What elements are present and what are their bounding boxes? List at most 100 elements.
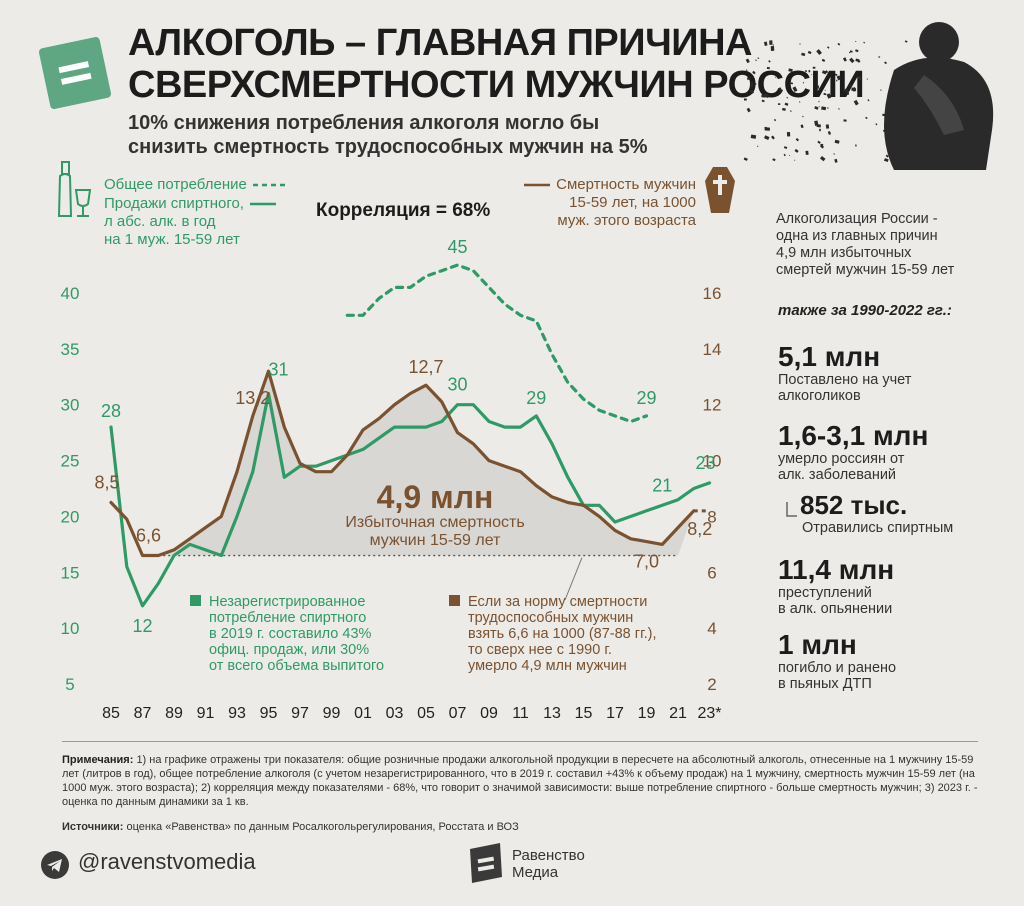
particle xyxy=(816,85,820,89)
particle xyxy=(811,74,813,76)
bottle-icon xyxy=(56,160,96,223)
particle xyxy=(836,75,841,81)
data-label: 45 xyxy=(447,237,467,257)
particle xyxy=(866,78,868,80)
particle xyxy=(834,139,840,144)
particle xyxy=(826,93,832,99)
right-axis-tick-label: 6 xyxy=(707,563,716,582)
particle xyxy=(832,90,835,93)
stat-value: 5,1 млн xyxy=(778,341,881,372)
particle xyxy=(908,147,911,149)
particle xyxy=(835,79,838,82)
title-line-1: АЛКОГОЛЬ – ГЛАВНАЯ ПРИЧИНА xyxy=(128,22,752,64)
brown-swatch-icon xyxy=(523,183,550,187)
particle xyxy=(848,51,851,54)
data-label: 29 xyxy=(526,388,546,408)
x-axis-tick-label: 03 xyxy=(386,705,404,722)
norm-line-3: взять 6,6 на 1000 (87-88 гг.), xyxy=(468,626,657,642)
particle xyxy=(883,158,889,163)
particle xyxy=(804,70,808,72)
stat-value: 1,6-3,1 млн xyxy=(778,420,929,451)
particle xyxy=(751,82,753,85)
particle xyxy=(855,58,860,62)
stat-desc-2: в алк. опьянении xyxy=(778,601,893,617)
particle xyxy=(786,96,789,99)
particle xyxy=(818,100,820,103)
right-axis-tick-label: 14 xyxy=(703,340,722,359)
particle xyxy=(783,146,788,150)
particle xyxy=(762,79,765,82)
stat-desc-1: преступлений xyxy=(778,585,872,601)
data-label: 21 xyxy=(652,475,672,495)
particle xyxy=(778,87,783,92)
particle xyxy=(805,150,809,156)
particle xyxy=(745,58,750,64)
stat-desc-1: погибло и ранено xyxy=(778,660,897,676)
particle xyxy=(788,154,791,156)
left-axis-tick-label: 5 xyxy=(65,675,74,694)
data-label: 6,6 xyxy=(136,526,161,546)
intro-line-1: Алкоголизация России - xyxy=(776,211,938,227)
stat-registered-alcoholics: 5,1 млн Поставлено на учет алкоголиков xyxy=(778,341,911,405)
particle xyxy=(823,92,827,96)
brand-line-2: Медиа xyxy=(512,864,559,881)
sources-text: оценка «Равенства» по данным Росалкоголь… xyxy=(126,821,519,833)
brand-logo-icon xyxy=(38,36,112,110)
page-title: АЛКОГОЛЬ – ГЛАВНАЯ ПРИЧИНА СВЕРХСМЕРТНОС… xyxy=(128,22,865,106)
stat-road-accidents: 1 млн погибло и ранено в пьяных ДТП xyxy=(778,629,897,693)
sub-item-corner-icon xyxy=(786,502,797,517)
particle xyxy=(774,118,777,122)
dashed-swatch-icon xyxy=(253,183,289,187)
particle xyxy=(775,76,777,78)
legend-sales-line-3: на 1 муж. 15-59 лет xyxy=(104,231,240,248)
stat-value: 1 млн xyxy=(778,629,857,660)
particle xyxy=(821,58,826,63)
telegram-handle-link[interactable]: @ravenstvomedia xyxy=(78,849,256,874)
particle xyxy=(788,68,793,72)
particle xyxy=(808,70,811,73)
left-axis-tick-label: 20 xyxy=(61,507,80,526)
telegram-icon[interactable] xyxy=(40,850,70,885)
data-label: 31 xyxy=(268,360,288,380)
left-axis-tick-label: 35 xyxy=(61,340,80,359)
particle xyxy=(904,40,908,43)
x-axis-tick-label: 05 xyxy=(417,705,435,722)
particle xyxy=(824,89,826,91)
unreg-line-4: офиц. продаж, или 30% xyxy=(209,642,370,658)
excess-value: 4,9 млн xyxy=(376,479,494,515)
particle xyxy=(827,131,832,135)
x-axis-tick-label: 21 xyxy=(669,705,687,722)
x-axis-tick-label: 91 xyxy=(197,705,215,722)
data-label: 8,2 xyxy=(687,519,712,539)
x-axis-tick-label: 23* xyxy=(697,705,721,722)
right-axis-tick-label: 2 xyxy=(707,675,716,694)
particle xyxy=(766,66,770,70)
particle xyxy=(849,50,853,53)
subtitle-line-2: снизить смертность трудоспособных мужчин… xyxy=(128,136,648,158)
particle xyxy=(895,108,898,110)
particle xyxy=(855,144,857,147)
data-label: 12 xyxy=(132,616,152,636)
x-axis-tick-label: 99 xyxy=(323,705,341,722)
particle xyxy=(853,99,859,106)
left-axis-tick-label: 40 xyxy=(61,284,80,303)
particle xyxy=(825,124,830,129)
data-label: 29 xyxy=(636,388,656,408)
particle xyxy=(847,86,849,88)
norm-line-1: Если за норму смертности xyxy=(468,594,648,610)
stat-desc-2: в пьяных ДТП xyxy=(778,676,872,692)
legend-mortality-line-3: муж. этого возраста xyxy=(557,212,696,229)
particle xyxy=(814,105,819,110)
particle xyxy=(799,43,801,45)
particle xyxy=(771,135,775,140)
particle xyxy=(750,134,757,139)
particle xyxy=(761,94,766,98)
excess-mortality-area xyxy=(158,371,694,556)
norm-line-2: трудоспособных мужчин xyxy=(468,610,634,626)
stat-desc-2: алк. заболеваний xyxy=(778,467,897,483)
x-axis-tick-label: 07 xyxy=(449,705,467,722)
particle xyxy=(769,40,773,45)
particle xyxy=(754,82,757,85)
particle xyxy=(772,44,774,46)
unreg-line-5: от всего объема выпитого xyxy=(209,658,385,674)
